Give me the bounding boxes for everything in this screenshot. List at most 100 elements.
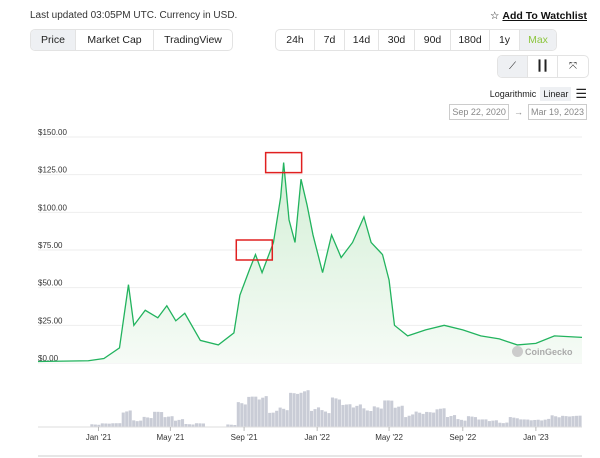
volume-bar — [278, 407, 282, 427]
range-1y[interactable]: 1y — [490, 30, 520, 50]
volume-bar — [187, 424, 192, 427]
volume-bar — [397, 406, 401, 427]
volume-bar — [439, 408, 443, 427]
volume-bar — [303, 391, 307, 427]
chart-type-selector: ⟋ ┃┃ ⤧ — [497, 55, 589, 78]
date-from-input[interactable]: Sep 22, 2020 — [449, 104, 509, 120]
range-selector: 24h 7d 14d 30d 90d 180d 1y Max — [275, 29, 557, 51]
candlestick-icon[interactable]: ┃┃ — [528, 56, 558, 77]
volume-bar — [376, 407, 380, 427]
volume-bar — [275, 410, 279, 427]
volume-bar — [282, 408, 286, 427]
volume-bar — [501, 423, 505, 427]
fullscreen-icon[interactable]: ⤧ — [569, 61, 577, 72]
date-range: Sep 22, 2020 → Mar 19, 2023 — [449, 104, 587, 120]
range-max[interactable]: Max — [520, 30, 556, 50]
y-tick-label: $75.00 — [38, 241, 63, 250]
volume-bar — [540, 420, 544, 427]
volume-bar — [484, 419, 488, 427]
volume-bar — [383, 400, 387, 427]
volume-bar — [487, 421, 491, 427]
volume-bar — [337, 399, 341, 427]
last-updated-text: Last updated 03:05PM UTC. Currency in US… — [30, 10, 238, 21]
volume-bar — [153, 411, 157, 427]
volume-bar — [571, 416, 575, 427]
volume-bar — [515, 418, 519, 427]
volume-bar — [292, 393, 296, 427]
volume-bar — [289, 392, 293, 427]
volume-bar — [407, 415, 411, 427]
volume-bar — [425, 411, 429, 427]
y-tick-label: $100.00 — [38, 203, 67, 212]
volume-bar — [135, 421, 139, 427]
volume-bar — [519, 419, 523, 427]
range-30d[interactable]: 30d — [379, 30, 415, 50]
volume-bar — [104, 423, 108, 427]
tab-market-cap[interactable]: Market Cap — [76, 30, 154, 50]
range-7d[interactable]: 7d — [315, 30, 345, 50]
volume-bar — [561, 415, 565, 427]
y-tick-label: $50.00 — [38, 279, 63, 288]
price-chart[interactable]: $0.00 $25.00 $50.00 $75.00 $100.00 $125.00 $15… — [0, 125, 600, 458]
volume-bar — [299, 392, 303, 427]
volume-bar — [118, 423, 122, 427]
volume-bar — [93, 424, 97, 427]
volume-bar — [369, 410, 373, 427]
range-14d[interactable]: 14d — [345, 30, 379, 50]
scale-linear[interactable]: Linear — [540, 87, 572, 101]
volume-bar — [365, 410, 369, 427]
price-area — [38, 162, 582, 363]
volume-bar — [494, 420, 498, 427]
x-tick-label: Jan '21 — [86, 433, 112, 442]
volume-bar — [306, 390, 310, 427]
volume-bar — [132, 420, 136, 427]
hamburger-menu-icon[interactable]: ☰ — [575, 86, 587, 101]
volume-bar — [522, 419, 526, 427]
volume-bar — [446, 417, 450, 427]
volume-bar — [473, 417, 477, 427]
volume-bar — [463, 420, 467, 427]
volume-bar — [229, 424, 233, 427]
volume-bar — [243, 404, 247, 427]
volume-bar — [372, 406, 376, 427]
range-24h[interactable]: 24h — [276, 30, 315, 50]
coingecko-logo-icon — [512, 346, 523, 357]
volume-bar — [512, 417, 516, 427]
y-tick-label: $0.00 — [38, 354, 59, 363]
volume-bar — [334, 398, 338, 427]
tab-tradingview[interactable]: TradingView — [164, 34, 222, 46]
tab-price[interactable]: Price — [31, 30, 76, 50]
volume-bar — [379, 408, 383, 427]
volume-bar — [421, 413, 425, 427]
volume-bar — [160, 412, 164, 427]
volume-bar — [575, 415, 579, 427]
volume-bar — [170, 416, 174, 427]
volume-bar — [142, 416, 146, 427]
volume-bar — [529, 420, 533, 427]
add-to-watchlist-link[interactable]: ☆ Add To Watchlist — [490, 10, 587, 22]
volume-bar — [285, 410, 289, 427]
date-to-input[interactable]: Mar 19, 2023 — [527, 104, 587, 120]
line-chart-icon[interactable]: ⟋ — [498, 56, 528, 77]
volume-bar — [146, 417, 150, 427]
volume-bar — [330, 397, 335, 427]
volume-bar — [257, 399, 261, 427]
volume-bar — [184, 424, 188, 427]
volume-bar — [386, 400, 390, 427]
volume-bar — [261, 397, 265, 427]
x-tick-label: Sep '22 — [449, 433, 476, 442]
range-180d[interactable]: 180d — [451, 30, 490, 50]
volume-bar — [547, 418, 551, 427]
volume-bar — [404, 417, 408, 427]
volume-bar — [533, 419, 537, 427]
y-tick-label: $25.00 — [38, 316, 63, 325]
volume-bar — [470, 416, 474, 427]
range-90d[interactable]: 90d — [415, 30, 451, 50]
volume-bar — [191, 424, 195, 427]
volume-bar — [114, 423, 118, 427]
volume-bar — [121, 412, 125, 427]
volume-bar — [236, 402, 240, 427]
volume-bar — [296, 393, 300, 427]
volume-bar — [418, 412, 422, 427]
scale-logarithmic[interactable]: Logarithmic — [489, 89, 537, 99]
